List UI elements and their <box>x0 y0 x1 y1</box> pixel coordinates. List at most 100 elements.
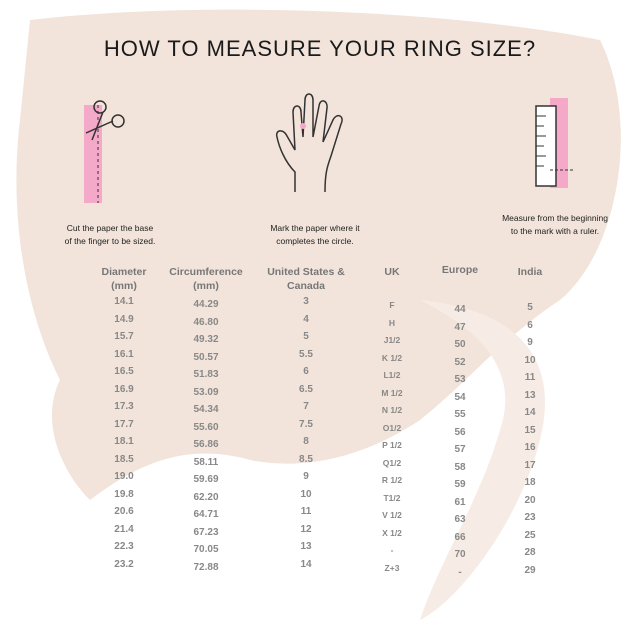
table-cell: 16.5 <box>114 366 134 377</box>
table-cell: - <box>458 566 462 578</box>
table-cell: 70.05 <box>193 544 219 555</box>
table-cell: 20 <box>524 494 536 506</box>
table-cell: 3 <box>303 296 309 307</box>
table-cell: 15.7 <box>114 331 134 342</box>
table-cell: 58 <box>454 461 466 473</box>
table-cell: 70 <box>454 549 466 560</box>
table-cell: 49.32 <box>193 334 219 345</box>
table-cell: 44 <box>454 304 466 315</box>
table-cell: 5 <box>303 331 309 342</box>
table-cell: 50.57 <box>193 351 219 363</box>
table-cell: 54.34 <box>193 404 219 415</box>
table-cell: 14 <box>300 558 312 570</box>
table-cell: 14 <box>524 407 536 418</box>
table-cell: 5 <box>527 302 533 313</box>
hand-icon <box>275 93 343 193</box>
table-cell: 62.20 <box>193 491 219 503</box>
table-cell: 10 <box>524 354 536 366</box>
table-cell: 19.8 <box>114 488 134 500</box>
table-cell: 44.29 <box>193 299 219 310</box>
table-cell: 8 <box>303 436 309 447</box>
step-caption: Mark the paper where it completes the cir… <box>270 223 360 246</box>
table-cell: 47 <box>454 321 466 333</box>
table-cell: 56.86 <box>193 439 219 450</box>
table-cell: 18.1 <box>114 436 134 447</box>
table-cell: 8.5 <box>299 453 313 465</box>
table-cell: 29 <box>524 564 536 576</box>
column-header: Circumference (mm) <box>169 266 243 292</box>
table-cell: H <box>388 317 396 328</box>
table-cell: 17.7 <box>114 418 134 430</box>
page-title: HOW TO MEASURE YOUR RING SIZE? <box>103 36 537 61</box>
step-caption: Measure from the beginning to the mark wi… <box>502 213 608 236</box>
table-cell: 16 <box>524 442 536 453</box>
table-cell: P 1/2 <box>382 440 402 450</box>
table-cell: 63 <box>454 514 466 525</box>
table-cell: 53 <box>454 374 466 385</box>
table-cell: 4 <box>303 313 309 325</box>
table-cell: 55.60 <box>193 421 219 433</box>
table-cell: 9 <box>527 337 533 348</box>
table-cell: 10 <box>300 488 312 500</box>
table-cell: 58.11 <box>193 456 219 468</box>
table-cell: 54 <box>454 391 466 403</box>
table-cell: 55 <box>454 409 466 420</box>
table-cell: 14.9 <box>114 313 134 325</box>
table-cell: 9 <box>303 471 309 482</box>
table-cell: 14.1 <box>114 296 134 307</box>
ruler-icon <box>535 98 574 188</box>
table-cell: M 1/2 <box>381 387 403 398</box>
table-cell: 50 <box>454 339 466 350</box>
table-cell: 61 <box>454 496 466 508</box>
table-cell: O1/2 <box>382 422 402 433</box>
table-cell: 52 <box>454 356 466 368</box>
table-cell: 28 <box>524 547 536 558</box>
table-cell: 7.5 <box>299 418 313 430</box>
table-cell: - <box>390 545 394 555</box>
table-cell: 72.88 <box>193 561 219 573</box>
table-cell: 23.2 <box>114 558 134 570</box>
table-cell: 23 <box>524 512 536 523</box>
table-cell: 13 <box>300 541 312 552</box>
scissors-icon <box>84 100 125 203</box>
table-cell: 64.71 <box>193 509 219 520</box>
table-cell: 46.80 <box>193 316 219 328</box>
table-cell: 59 <box>454 479 466 490</box>
table-cell: 11 <box>524 372 536 383</box>
column-header: India <box>517 266 543 278</box>
table-cell: Z+3 <box>384 562 400 573</box>
table-cell: 15 <box>524 424 536 436</box>
table-cell: 17.3 <box>114 401 134 412</box>
table-cell: R 1/2 <box>381 475 403 485</box>
table-cell: 11 <box>300 506 312 517</box>
table-cell: F <box>389 300 395 310</box>
table-cell: 6.5 <box>299 383 313 395</box>
table-cell: X 1/2 <box>382 527 402 538</box>
table-cell: 6 <box>527 319 533 331</box>
table-cell: 18.5 <box>114 453 134 465</box>
table-cell: 5.5 <box>299 348 313 360</box>
table-cell: 19.0 <box>114 471 134 482</box>
column-header: Diameter (mm) <box>101 266 147 292</box>
table-cell: 57 <box>454 444 466 455</box>
table-cell: V 1/2 <box>382 510 402 520</box>
table-cell: L1/2 <box>383 370 401 380</box>
column-header: United States & Canada <box>267 266 345 292</box>
table-cell: 18 <box>524 477 536 488</box>
table-cell: 59.69 <box>193 474 219 485</box>
step-caption: Cut the paper the base of the finger to b… <box>64 223 156 246</box>
table-cell: 53.09 <box>193 386 219 398</box>
column-header: UK <box>384 266 400 278</box>
table-cell: 7 <box>303 401 309 412</box>
column-header: Europe <box>441 264 479 276</box>
table-cell: 6 <box>303 366 309 377</box>
table-cell: T1/2 <box>383 492 401 503</box>
table-cell: 21.4 <box>114 523 134 535</box>
table-cell: 51.83 <box>193 369 219 380</box>
table-cell: 22.3 <box>114 541 134 552</box>
table-cell: 13 <box>524 389 536 401</box>
table-cell: 66 <box>454 531 466 543</box>
table-cell: 17 <box>524 459 536 471</box>
